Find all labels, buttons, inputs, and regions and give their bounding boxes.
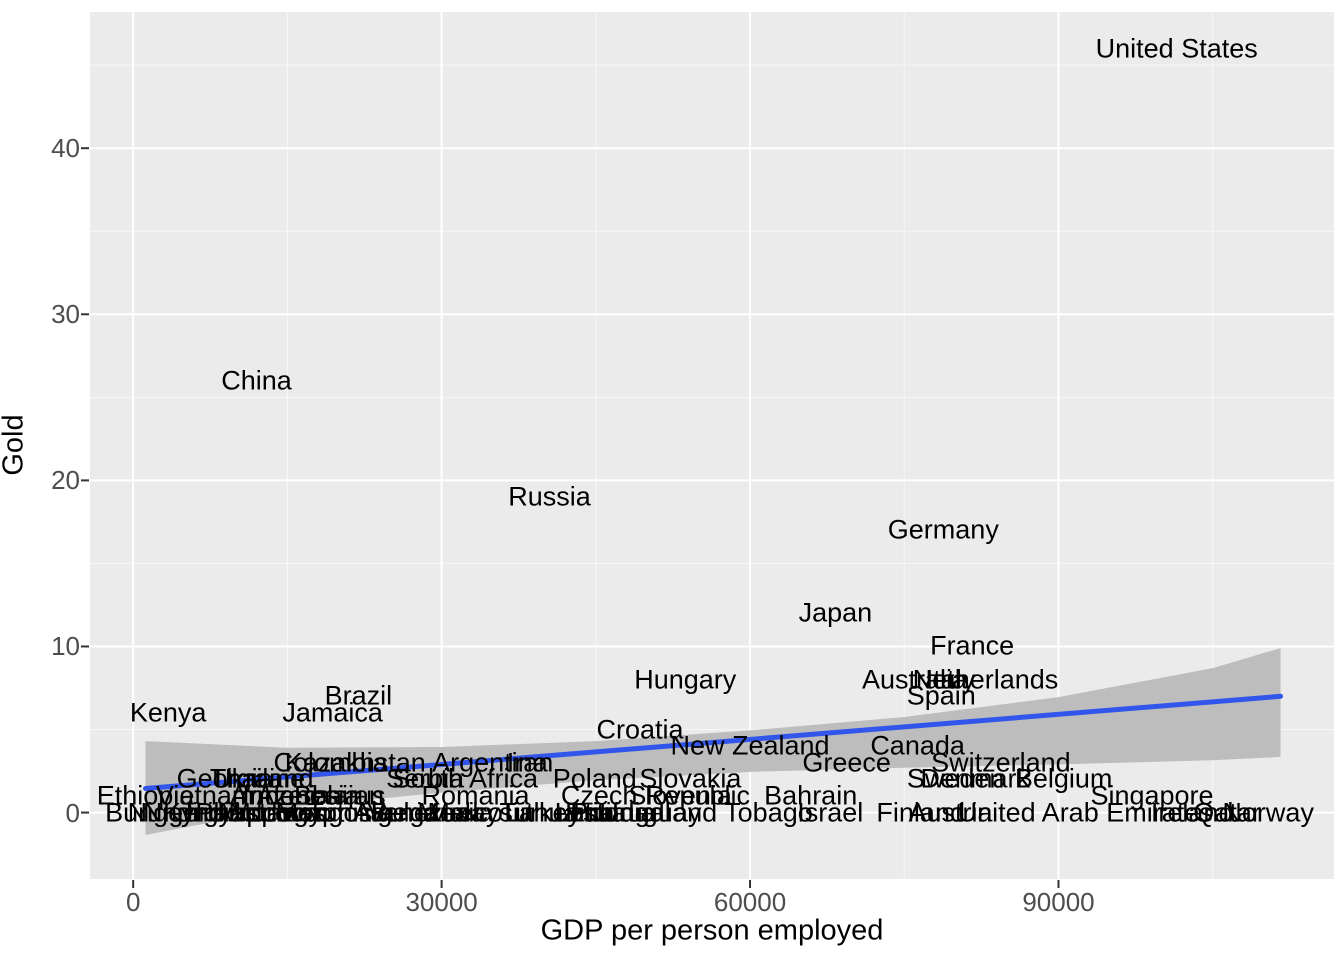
country-label: Brazil (324, 680, 393, 711)
country-label: Portugal (570, 797, 671, 828)
country-label: United States (1095, 33, 1258, 64)
country-label: Belarus (294, 780, 386, 811)
country-label: Croatia (596, 714, 684, 745)
country-label: Romania (421, 780, 530, 811)
x-tick-label: 90000 (1022, 887, 1095, 917)
country-label: Philippines (195, 797, 326, 828)
y-axis-title: Gold (0, 414, 30, 476)
country-label: Mongolia (275, 797, 386, 828)
country-label: Mexico (417, 797, 503, 828)
country-label: Israel (797, 797, 864, 828)
country-label: Nigeria (142, 797, 229, 828)
country-label: Colombia (273, 747, 388, 778)
country-label: Moldova (218, 797, 321, 828)
country-label: Bulgaria (370, 797, 470, 828)
country-label: Armenia (229, 780, 331, 811)
country-label: Qatar (1193, 797, 1261, 828)
country-label: Burundi (105, 797, 199, 828)
country-label: Germany (887, 514, 999, 545)
country-label: Bahrain (764, 780, 858, 811)
country-label: India (186, 797, 245, 828)
y-tick-label: 0 (65, 797, 80, 828)
country-label: Denmark (920, 763, 1030, 794)
country-label: Lithuania (505, 797, 615, 828)
x-tick-label: 0 (125, 887, 141, 917)
country-label: Sweden (906, 763, 1005, 794)
country-label: Serbia (386, 763, 465, 794)
x-axis-title: GDP per person employed (540, 914, 884, 947)
y-tick-label: 20 (51, 465, 80, 496)
country-label: Venezuela (367, 797, 494, 828)
country-label: Uruguay (599, 797, 702, 828)
country-label: Vietnam (155, 780, 255, 811)
country-label: Egypt (275, 797, 345, 828)
country-label: Belgium (1014, 763, 1113, 794)
country-label: Iran (506, 747, 554, 778)
country-label: South Africa (392, 763, 539, 794)
country-label: France (930, 630, 1015, 661)
country-label: Spain (906, 680, 976, 711)
country-label: Netherlands (912, 664, 1059, 695)
y-tick-label: 30 (51, 299, 80, 330)
country-label: Japan (798, 597, 873, 628)
country-label: Malaysia (427, 797, 534, 828)
x-tick-label: 30000 (405, 887, 478, 917)
country-label: Tunisia (307, 797, 394, 828)
country-label: Niger (127, 797, 193, 828)
country-label: Ireland (1150, 797, 1234, 828)
country-label: Australia (862, 664, 968, 695)
country-label: Norway (1222, 797, 1314, 828)
country-label: Kenya (129, 697, 207, 728)
country-label: United Arab Emirates (957, 797, 1213, 828)
country-label: Greece (802, 747, 891, 778)
country-label: Indonesia (242, 780, 360, 811)
country-label: Estonia (565, 797, 656, 828)
country-label: Algeria (353, 797, 438, 828)
y-tick-label: 10 (51, 631, 80, 662)
y-tick-label: 40 (51, 133, 80, 164)
country-label: Slovenia (628, 780, 732, 811)
country-label: Latvia (554, 797, 627, 828)
country-label: Ethiopia (96, 780, 195, 811)
country-label: Azerbaijan (256, 780, 385, 811)
country-label: Italy (925, 664, 976, 695)
country-label: Argentina (432, 747, 548, 778)
country-label: New Zealand (670, 730, 830, 761)
country-label: Finland (876, 797, 965, 828)
country-label: Russia (508, 481, 591, 512)
country-label: Kyrgyzstan (163, 797, 297, 828)
country-label: Poland (552, 763, 637, 794)
country-label: Ukraine (212, 763, 306, 794)
country-label: Kazakhstan (284, 747, 426, 778)
country-label: Turkey (499, 797, 582, 828)
country-label: Morocco (228, 797, 332, 828)
x-tick-label: 60000 (713, 887, 787, 917)
country-label: Slovakia (639, 763, 742, 794)
country-label: Georgia (176, 763, 273, 794)
country-label: Hungary (634, 664, 737, 695)
country-label: Jamaica (282, 697, 383, 728)
country-label: Switzerland (931, 747, 1071, 778)
country-label: Thailand (209, 763, 314, 794)
country-label: Austria (908, 797, 993, 828)
country-label: Trinidad and Tobago (568, 797, 813, 828)
country-label: Czech Republic (560, 780, 750, 811)
country-label: China (221, 365, 292, 396)
country-label: Singapore (1090, 780, 1214, 811)
country-label: Canada (870, 730, 965, 761)
